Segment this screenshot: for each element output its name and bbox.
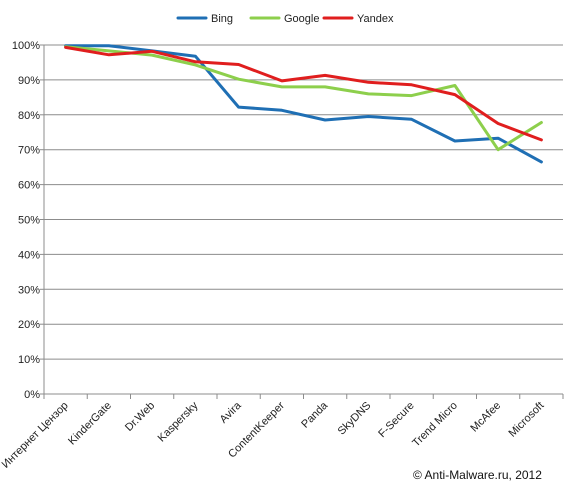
y-tick-label: 90% — [18, 75, 40, 87]
y-tick-label: 60% — [18, 180, 40, 192]
series-line-yandex — [64, 45, 543, 142]
series-line-google — [64, 45, 543, 152]
x-tick-label: Microsoft — [506, 400, 546, 440]
x-tick-label: Dr.Web — [123, 400, 157, 434]
x-tick-label: Trend Micro — [410, 400, 460, 450]
axis-layer: 0% 10% 20% 30% 40% 50% 60% 70% 80% 90% 100% Интерне… — [0, 40, 564, 471]
y-tick-label: 50% — [18, 215, 40, 227]
legend-label-bing: Bing — [211, 13, 233, 25]
y-tick-label: 0% — [24, 389, 40, 401]
y-tick-label: 80% — [18, 110, 40, 122]
series-layer — [64, 44, 543, 164]
legend-label-yandex: Yandex — [357, 13, 394, 25]
legend-label-google: Google — [284, 13, 319, 25]
y-tick-label: 30% — [18, 284, 40, 296]
x-tick-label: McAfee — [468, 400, 503, 435]
y-tick-label: 20% — [18, 319, 40, 331]
x-tick-label: KinderGate — [66, 400, 114, 448]
series-line-bing — [64, 44, 543, 164]
x-tick-label: SkyDNS — [336, 400, 374, 438]
x-tick-label: Kaspersky — [156, 399, 201, 444]
copyright-annotation: © Anti-Malware.ru, 2012 — [413, 468, 542, 482]
x-tick-label: Panda — [299, 399, 331, 431]
y-tick-label: 100% — [12, 40, 40, 52]
y-tick-label: 70% — [18, 145, 40, 157]
x-tick-label: F-Secure — [376, 400, 416, 440]
x-tick-label: Avira — [218, 399, 245, 426]
legend: Bing Google Yandex — [176, 13, 394, 25]
y-tick-label: 10% — [18, 354, 40, 366]
y-tick-label: 40% — [18, 249, 40, 261]
grid-layer — [44, 44, 563, 395]
x-tick-label: Интернет Цензор — [0, 400, 71, 471]
